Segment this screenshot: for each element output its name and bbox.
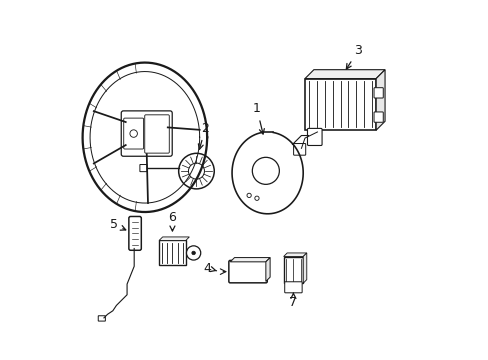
- FancyBboxPatch shape: [228, 260, 267, 283]
- FancyBboxPatch shape: [159, 240, 185, 265]
- Text: 3: 3: [346, 44, 362, 69]
- Text: 1: 1: [252, 102, 264, 134]
- FancyBboxPatch shape: [293, 144, 305, 155]
- Circle shape: [246, 193, 251, 198]
- FancyBboxPatch shape: [144, 115, 169, 153]
- Text: 7: 7: [289, 293, 297, 309]
- Text: 4: 4: [203, 262, 216, 275]
- Text: 2: 2: [198, 122, 209, 149]
- FancyBboxPatch shape: [305, 78, 375, 130]
- Polygon shape: [375, 70, 384, 130]
- Polygon shape: [305, 70, 384, 78]
- FancyBboxPatch shape: [373, 112, 383, 122]
- Circle shape: [188, 163, 204, 179]
- Polygon shape: [265, 257, 269, 282]
- Text: 6: 6: [168, 211, 176, 231]
- FancyBboxPatch shape: [129, 216, 141, 250]
- Polygon shape: [303, 253, 306, 283]
- Circle shape: [252, 157, 279, 184]
- Circle shape: [178, 153, 214, 189]
- FancyBboxPatch shape: [373, 88, 383, 98]
- FancyBboxPatch shape: [284, 282, 302, 293]
- Polygon shape: [230, 257, 269, 262]
- Polygon shape: [159, 237, 189, 240]
- Circle shape: [130, 130, 137, 137]
- FancyBboxPatch shape: [123, 118, 143, 149]
- Circle shape: [254, 196, 259, 201]
- FancyBboxPatch shape: [121, 111, 172, 156]
- FancyBboxPatch shape: [283, 257, 303, 283]
- Polygon shape: [283, 253, 306, 257]
- FancyBboxPatch shape: [140, 165, 147, 172]
- FancyBboxPatch shape: [98, 316, 105, 321]
- Text: 5: 5: [109, 218, 125, 231]
- Circle shape: [186, 246, 200, 260]
- FancyBboxPatch shape: [307, 129, 322, 145]
- Circle shape: [191, 251, 195, 255]
- FancyBboxPatch shape: [149, 116, 165, 132]
